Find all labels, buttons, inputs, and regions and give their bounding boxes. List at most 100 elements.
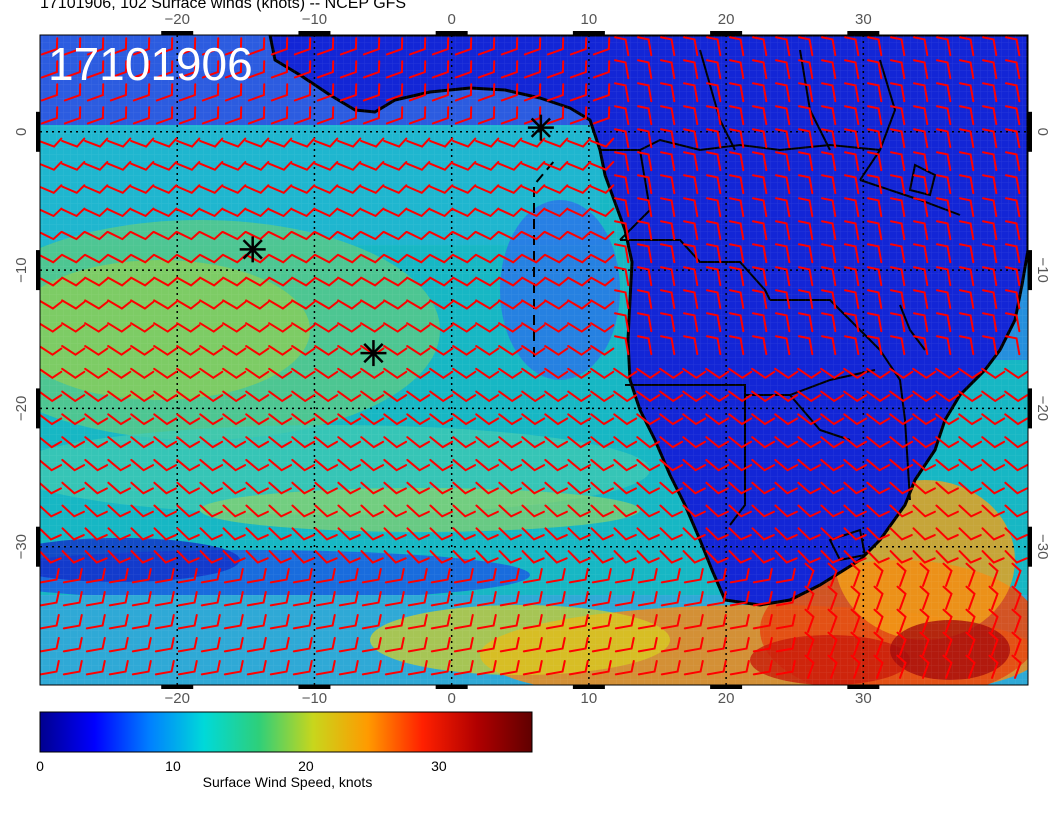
wind-barb — [873, 654, 884, 679]
wind-barb — [130, 481, 154, 495]
tick-mark — [572, 31, 605, 35]
wind-barb — [636, 436, 661, 449]
wind-barb — [981, 390, 1006, 403]
wind-barb — [339, 60, 358, 79]
lon-tick-label: −10 — [302, 690, 327, 707]
wind-barb — [268, 137, 293, 148]
wind-barb — [40, 106, 59, 125]
wind-barb — [637, 289, 653, 310]
wind-barb — [982, 105, 998, 126]
wind-barb — [108, 614, 129, 630]
wind-barb — [659, 550, 683, 564]
wind-barb — [314, 527, 338, 541]
wind-barb — [452, 367, 477, 380]
wind-barb — [843, 504, 867, 518]
wind-barb — [131, 568, 152, 584]
wind-barb — [154, 614, 175, 630]
wind-barb — [477, 83, 496, 102]
wind-barb — [268, 160, 293, 171]
wind-barb — [107, 436, 132, 449]
wind-barb — [360, 367, 385, 380]
wind-barb — [706, 151, 722, 172]
wind-barb — [61, 458, 86, 472]
wind-barb — [222, 527, 246, 541]
wind-barb — [153, 207, 178, 218]
wind-barb — [498, 504, 522, 518]
wind-barb — [982, 36, 998, 57]
wind-barb — [982, 128, 998, 149]
wind-barb — [821, 335, 837, 356]
wind-barb — [154, 660, 175, 676]
wind-barb — [153, 299, 178, 310]
wind-barb — [1004, 458, 1028, 472]
wind-barb — [614, 128, 630, 149]
wind-barb — [176, 230, 201, 241]
wind-barb — [705, 504, 729, 518]
wind-barb — [521, 276, 546, 287]
wind-barb — [544, 184, 569, 195]
wind-barb — [61, 276, 86, 287]
wind-barb — [798, 59, 814, 80]
wind-barbs — [40, 36, 1028, 679]
wind-barb — [988, 654, 999, 679]
wind-barb — [339, 106, 358, 125]
wind-barb — [154, 637, 175, 653]
wind-barb — [383, 230, 408, 241]
wind-barb — [889, 527, 913, 541]
wind-barb — [316, 83, 335, 102]
wind-barb — [223, 614, 244, 630]
wind-barb — [820, 367, 845, 380]
wind-barb — [499, 660, 520, 676]
wind-barb — [613, 458, 638, 472]
wind-barb — [383, 207, 408, 218]
wind-barb — [798, 220, 814, 241]
wind-barb — [245, 527, 269, 541]
wind-barb — [637, 36, 653, 57]
wind-barb — [988, 562, 999, 587]
wind-barb — [84, 276, 109, 287]
tick-mark — [298, 685, 331, 689]
wind-barb — [109, 83, 128, 102]
wind-barb — [521, 367, 546, 380]
wind-barb — [728, 436, 753, 449]
wind-barb — [222, 458, 247, 472]
wind-barb — [84, 322, 109, 333]
wind-barb — [222, 481, 246, 495]
wind-barb — [200, 591, 221, 607]
wind-barb — [728, 504, 752, 518]
wind-barb — [178, 106, 197, 125]
wind-barb — [982, 151, 998, 172]
wind-barb — [936, 174, 952, 195]
tick-mark — [1028, 111, 1032, 152]
wind-barb — [752, 151, 768, 172]
wind-barb — [268, 207, 293, 218]
wind-barb — [958, 390, 983, 403]
wind-barb — [981, 550, 1005, 564]
wind-barb — [981, 481, 1005, 495]
wind-barb — [567, 413, 592, 426]
wind-barb — [866, 458, 891, 472]
lat-tick-label: 0 — [13, 128, 30, 136]
wind-barb — [867, 36, 883, 57]
wind-barb — [1005, 197, 1021, 218]
wind-barb — [913, 197, 929, 218]
wind-barb — [521, 458, 546, 472]
wind-barb — [959, 151, 975, 172]
wind-barb — [705, 436, 730, 449]
wind-barb — [844, 197, 860, 218]
wind-barb — [544, 160, 569, 171]
wind-barb — [936, 59, 952, 80]
wind-barb — [430, 660, 451, 676]
wind-barb — [890, 289, 906, 310]
wind-barb — [821, 82, 837, 103]
wind-barb — [406, 413, 431, 426]
wind-barb — [153, 160, 178, 171]
wind-barb — [337, 276, 362, 287]
wind-barb — [752, 220, 768, 241]
wind-barb — [224, 83, 243, 102]
wind-barb — [406, 230, 431, 241]
wind-barb — [177, 660, 198, 676]
wind-barb — [61, 367, 86, 380]
wind-barb — [1005, 220, 1021, 241]
